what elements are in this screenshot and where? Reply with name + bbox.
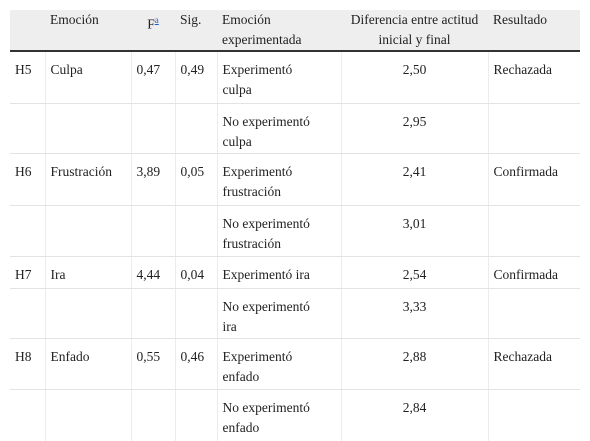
header-cell: Emoción experimentada bbox=[217, 10, 341, 52]
table-row: H7 Ira 4,44 0,04 Experimentó ira 2,54 Confirma… bbox=[10, 256, 580, 289]
group-text: Experimentó ira bbox=[222, 266, 310, 282]
cell: 0,04 bbox=[174, 256, 217, 289]
table-row: No experimentó ira 3,33 bbox=[10, 288, 580, 339]
cell: 2,84 bbox=[340, 389, 488, 441]
header-cell: Sig. bbox=[175, 10, 217, 52]
cell: 0,05 bbox=[174, 153, 217, 206]
cell: 0,49 bbox=[174, 51, 217, 104]
table-row: H8 Enfado 0,55 0,46 Experimentó enfado 2,88 Re… bbox=[10, 338, 580, 390]
group-text: No experimentó enfado bbox=[222, 399, 310, 435]
group-text: No experimentó culpa bbox=[222, 113, 310, 149]
table-header: Emoción Fa Sig. Emoción experimentada Di… bbox=[10, 10, 580, 52]
header-text: F bbox=[147, 16, 155, 32]
cell: 2,95 bbox=[340, 103, 488, 154]
cell: Experimentó ira bbox=[216, 256, 341, 289]
table-body: H5 Culpa 0,47 0,49 Experimentó culpa 2,50 Rech… bbox=[10, 51, 580, 441]
group-text: No experimentó ira bbox=[222, 298, 310, 334]
cell bbox=[10, 389, 45, 441]
footnote-link[interactable]: a bbox=[154, 15, 159, 25]
cell: 2,50 bbox=[340, 51, 488, 104]
table-row: H5 Culpa 0,47 0,49 Experimentó culpa 2,50 Rech… bbox=[10, 51, 580, 104]
cell bbox=[174, 103, 217, 154]
cell bbox=[487, 288, 580, 339]
cell bbox=[44, 389, 131, 441]
table-row: No experimentó culpa 2,95 bbox=[10, 103, 580, 154]
table-container: Emoción Fa Sig. Emoción experimentada Di… bbox=[10, 10, 580, 441]
header-row: Emoción Fa Sig. Emoción experimentada Di… bbox=[10, 10, 580, 52]
cell: Confirmada bbox=[487, 153, 580, 206]
cell: Rechazada bbox=[487, 51, 580, 104]
cell bbox=[44, 288, 131, 339]
cell: 2,54 bbox=[340, 256, 488, 289]
cell: No experimentó ira bbox=[216, 288, 341, 339]
cell bbox=[487, 205, 580, 257]
group-text: No experimentó frustración bbox=[222, 215, 310, 251]
cell bbox=[130, 103, 175, 154]
cell: 0,46 bbox=[174, 338, 217, 390]
cell bbox=[487, 389, 580, 441]
header-cell: Emoción bbox=[45, 10, 131, 52]
cell bbox=[174, 288, 217, 339]
cell bbox=[10, 205, 45, 257]
cell bbox=[130, 205, 175, 257]
cell bbox=[10, 103, 45, 154]
cell: Experimentó culpa bbox=[216, 51, 341, 104]
cell: Rechazada bbox=[487, 338, 580, 390]
cell: 0,55 bbox=[130, 338, 175, 390]
cell: Confirmada bbox=[487, 256, 580, 289]
cell bbox=[44, 103, 131, 154]
cell: 0,47 bbox=[130, 51, 175, 104]
cell: Culpa bbox=[44, 51, 131, 104]
group-text: Experimentó culpa bbox=[222, 62, 293, 97]
cell: Frustración bbox=[44, 153, 131, 206]
cell: 4,44 bbox=[130, 256, 175, 289]
table-row: H6 Frustración 3,89 0,05 Experimentó frustra… bbox=[10, 153, 580, 206]
header-cell: Resultado bbox=[488, 10, 580, 52]
cell bbox=[174, 389, 217, 441]
cell: Enfado bbox=[44, 338, 131, 390]
cell: 2,88 bbox=[340, 338, 488, 390]
cell bbox=[130, 389, 175, 441]
header-cell: Diferencia entre actitud inicial y final bbox=[341, 10, 488, 52]
cell: H5 bbox=[10, 51, 45, 104]
cell bbox=[487, 103, 580, 154]
cell: Ira bbox=[44, 256, 131, 289]
cell bbox=[44, 205, 131, 257]
cell: 3,89 bbox=[130, 153, 175, 206]
group-text: Experimentó frustración bbox=[222, 163, 293, 199]
cell: Experimentó frustración bbox=[216, 153, 341, 206]
group-text: Experimentó enfado bbox=[222, 348, 293, 384]
cell: H8 bbox=[10, 338, 45, 390]
cell: H6 bbox=[10, 153, 45, 206]
header-cell bbox=[10, 10, 45, 52]
cell: No experimentó enfado bbox=[216, 389, 341, 441]
cell bbox=[130, 288, 175, 339]
cell: 2,41 bbox=[340, 153, 488, 206]
cell: 3,33 bbox=[340, 288, 488, 339]
table-row: No experimentó enfado 2,84 bbox=[10, 389, 580, 441]
cell: No experimentó frustración bbox=[216, 205, 341, 257]
cell: 3,01 bbox=[340, 205, 488, 257]
cell: Experimentó enfado bbox=[216, 338, 341, 390]
cell bbox=[174, 205, 217, 257]
table: Emoción Fa Sig. Emoción experimentada Di… bbox=[10, 10, 580, 441]
cell bbox=[10, 288, 45, 339]
table-row: No experimentó frustración 3,01 bbox=[10, 205, 580, 257]
header-cell: Fa bbox=[131, 10, 175, 52]
cell: No experimentó culpa bbox=[216, 103, 341, 154]
cell: H7 bbox=[10, 256, 45, 289]
